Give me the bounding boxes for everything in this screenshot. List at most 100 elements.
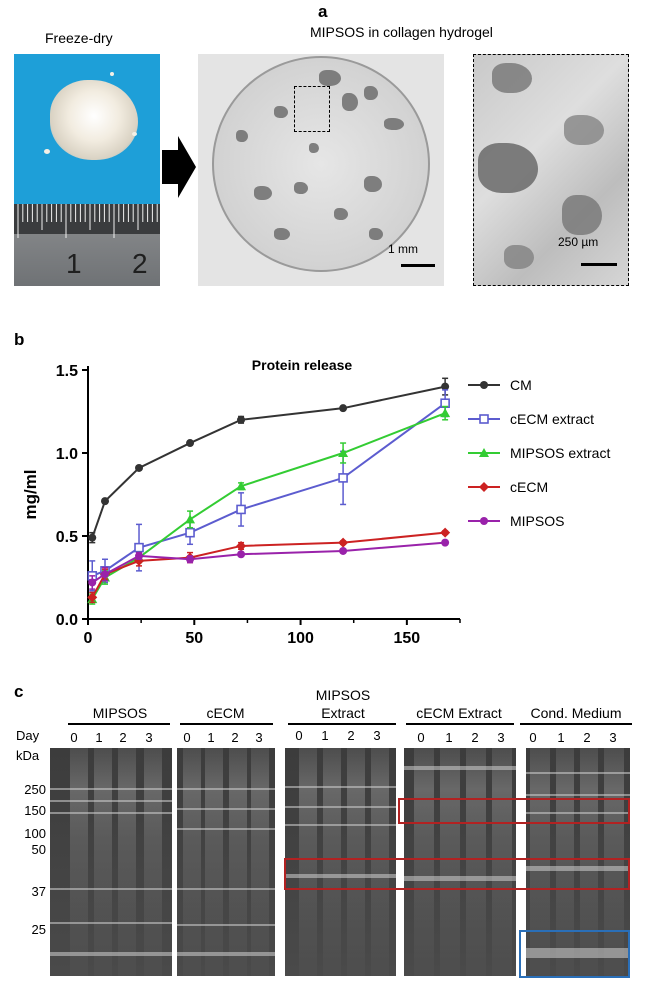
- group-underline: [68, 723, 170, 725]
- legend-label-cecm: cECM: [510, 479, 548, 495]
- scale-label-250um: 250 µm: [558, 235, 599, 249]
- mw-marker-250: 250: [24, 782, 46, 797]
- group-underline: [288, 723, 396, 725]
- y-tick-label: 1.5: [56, 363, 78, 380]
- panel-a-letter: a: [318, 2, 328, 21]
- protein-release-chart: Protein release mg/ml 0.0 0.5 1.0 1.5 0 50 100 15…: [21, 357, 610, 647]
- data-point-mipsos: [237, 550, 246, 559]
- series-line-cecm-extract: [91, 402, 446, 577]
- y-tick-label: 0.5: [56, 529, 78, 546]
- highlight-box-150kda: [398, 798, 630, 824]
- mw-marker-100: 100: [24, 826, 46, 841]
- y-tick-label: 1.0: [56, 446, 78, 463]
- day-number: 3: [373, 728, 381, 743]
- kda-label: kDa: [16, 748, 40, 763]
- group-underline: [180, 723, 273, 725]
- x-tick-label: 100: [287, 630, 314, 647]
- data-point-mipsos-extract: [440, 408, 451, 418]
- day-number: 2: [347, 728, 355, 743]
- scale-bar-1mm: [401, 264, 435, 267]
- legend-marker-cm: [480, 381, 488, 389]
- day-number: 0: [417, 730, 425, 745]
- data-point-cecm-extract: [134, 542, 144, 553]
- data-point-cecm: [338, 537, 349, 548]
- data-point-mipsos: [441, 538, 450, 547]
- ruler-number-1: 1: [66, 248, 82, 279]
- data-point-mipsos-extract: [236, 481, 247, 491]
- group-title-mipsos-extract: MIPSOS Extract: [315, 687, 371, 721]
- x-tick-label: 0: [84, 630, 93, 647]
- day-number: 2: [231, 730, 239, 745]
- group-underline: [520, 723, 632, 725]
- arrow-right-icon: [162, 136, 196, 198]
- data-point-mipsos: [88, 578, 97, 587]
- hydrogel-caption: MIPSOS in collagen hydrogel: [310, 24, 493, 40]
- data-point-cm: [441, 382, 450, 391]
- legend-label-mipsos-extract: MIPSOS extract: [510, 445, 610, 461]
- data-point-cecm-extract: [185, 527, 195, 538]
- highlight-box-low-mw: [519, 930, 630, 978]
- series-line-mipsos: [91, 541, 446, 584]
- mw-marker-150: 150: [24, 803, 46, 818]
- legend-label-cecm-extract: cECM extract: [510, 411, 594, 427]
- freeze-dry-caption: Freeze-dry: [45, 30, 113, 46]
- day-number: 2: [583, 730, 591, 745]
- data-point-cecm-extract: [236, 504, 246, 515]
- data-point-cm: [135, 463, 144, 472]
- data-point-cm: [339, 404, 348, 413]
- day-number: 1: [445, 730, 453, 745]
- legend-label-cm: CM: [510, 377, 532, 393]
- day-number: 3: [255, 730, 263, 745]
- series-line-cecm: [91, 531, 446, 598]
- gel-image-cecm-extract: [404, 748, 516, 976]
- data-point-cecm-extract: [338, 473, 348, 483]
- data-point-mipsos: [339, 546, 348, 555]
- day-number: 0: [70, 730, 78, 745]
- day-number: 1: [95, 730, 103, 745]
- gel-image-cond-medium: [526, 748, 630, 976]
- panel-b-letter: b: [14, 330, 25, 349]
- mw-marker-37: 37: [31, 884, 46, 899]
- series-line-cm: [91, 385, 446, 538]
- day-number: 3: [145, 730, 153, 745]
- zoomed-micrograph: 250 µm: [473, 54, 629, 286]
- data-point-mipsos: [186, 555, 195, 564]
- group-title-mipsos: MIPSOS: [92, 705, 148, 721]
- day-number: 0: [529, 730, 537, 745]
- group-title-cecm: cECM: [206, 705, 245, 721]
- y-axis-label: mg/ml: [21, 469, 40, 519]
- day-number: 0: [183, 730, 191, 745]
- day-number: 2: [471, 730, 479, 745]
- highlight-box-37kda: [284, 858, 630, 890]
- legend-marker-cecm-extract: [479, 414, 489, 424]
- data-point-cecm: [440, 527, 451, 538]
- group-title-cecm-extract: cECM Extract: [416, 705, 502, 721]
- day-label: Day: [16, 728, 40, 743]
- legend-marker-mipsos-extract: [479, 448, 489, 457]
- data-point-cm: [237, 415, 246, 424]
- scale-label-1mm: 1 mm: [388, 242, 418, 256]
- freeze-dry-photo: [14, 54, 160, 204]
- ruler-number-2: 2: [132, 248, 148, 279]
- data-point-mipsos-extract: [338, 448, 349, 457]
- mw-marker-25: 25: [31, 922, 46, 937]
- legend-label-mipsos: MIPSOS: [510, 513, 564, 529]
- data-point-mipsos: [101, 570, 110, 579]
- day-number: 1: [321, 728, 329, 743]
- ruler-ticks: [14, 204, 160, 238]
- hydrogel-micrograph: 1 mm: [198, 54, 444, 286]
- day-number: 1: [557, 730, 565, 745]
- hydrogel-disc: [212, 56, 430, 272]
- zoom-region-box: [294, 86, 330, 132]
- day-number: 2: [119, 730, 127, 745]
- gel-image-mipsos-extract: [285, 748, 396, 976]
- chart-title: Protein release: [252, 357, 353, 373]
- data-point-cecm: [236, 540, 247, 551]
- scale-bar-250um: [581, 263, 617, 266]
- day-number: 1: [207, 730, 215, 745]
- data-point-mipsos: [135, 551, 144, 560]
- x-tick-label: 150: [394, 630, 421, 647]
- gel-image-mipsos: [50, 748, 172, 976]
- group-title-cond-medium: Cond. Medium: [530, 705, 622, 721]
- day-number: 0: [295, 728, 303, 743]
